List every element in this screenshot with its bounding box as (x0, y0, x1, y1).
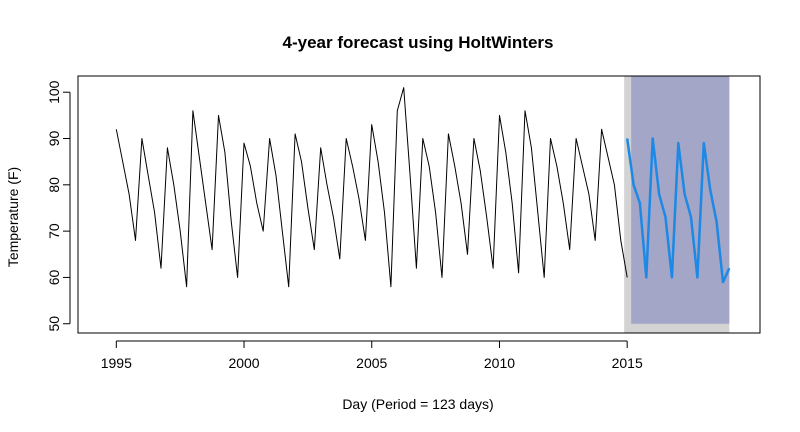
interval-80-band (631, 76, 730, 324)
x-tick-label: 1995 (101, 355, 132, 371)
x-tick-label: 2005 (356, 355, 387, 371)
y-tick-label: 80 (46, 177, 62, 193)
x-tick-label: 2015 (612, 355, 643, 371)
y-axis-label: Temperature (F) (5, 167, 21, 267)
x-tick-label: 2010 (484, 355, 515, 371)
y-axis: 50 60 70 80 90 100 (46, 80, 71, 332)
observed-series-line (115, 87, 628, 288)
y-tick-label: 70 (46, 223, 62, 239)
y-tick-label: 100 (46, 80, 62, 104)
series-layer (115, 87, 731, 288)
forecast-series-line (625, 137, 731, 284)
y-tick-label: 90 (46, 131, 62, 147)
x-axis: 1995 2000 2005 2010 2015 (101, 340, 643, 371)
plot-border (77, 75, 761, 334)
x-tick-label: 2000 (228, 355, 259, 371)
y-tick-label: 60 (46, 269, 62, 285)
x-axis-label: Day (Period = 123 days) (342, 396, 493, 412)
chart-title: 4-year forecast using HoltWinters (283, 33, 554, 52)
y-tick-label: 50 (46, 316, 62, 332)
